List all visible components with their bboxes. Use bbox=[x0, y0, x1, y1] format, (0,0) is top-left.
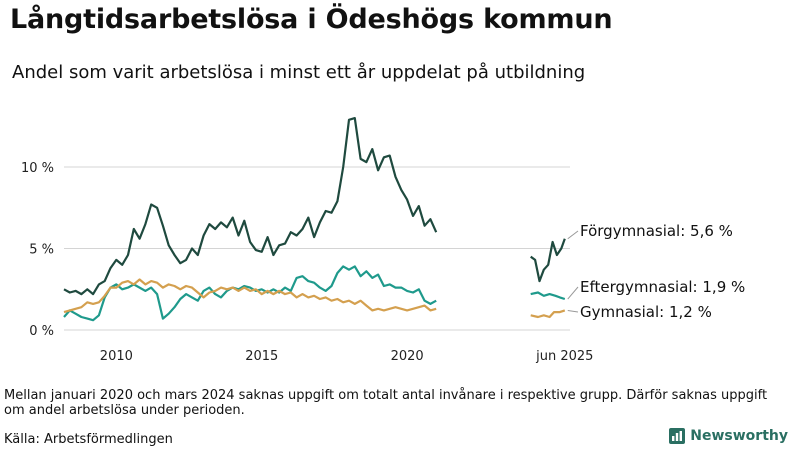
series-line-gymnasial-0 bbox=[63, 278, 437, 314]
x-tick-label: 2015 bbox=[245, 349, 278, 364]
series-line-eftergymnasial-0 bbox=[63, 265, 437, 322]
grid-lines bbox=[64, 166, 570, 331]
series-lines bbox=[63, 117, 566, 322]
x-tick-label: jun 2025 bbox=[535, 349, 593, 364]
y-tick-label: 0 % bbox=[29, 324, 54, 339]
series-line-f-rgymnasial-1 bbox=[530, 238, 566, 283]
series-end-label: Eftergymnasial: 1,9 % bbox=[580, 278, 745, 296]
series-end-labels: Förgymnasial: 5,6 % Eftergymnasial: 1,9 %… bbox=[567, 222, 745, 321]
x-axis-ticks: 2010 2015 2020 jun 2025 bbox=[100, 349, 594, 364]
series-line-eftergymnasial-1 bbox=[530, 291, 566, 301]
line-chart: 0 % 5 % 10 % 2010 2015 2020 jun 2025 Förgymna… bbox=[21, 117, 745, 364]
series-line-f-rgymnasial-0 bbox=[63, 117, 438, 296]
chart-subtitle: Andel som varit arbetslösa i minst ett å… bbox=[12, 62, 586, 83]
y-tick-label: 5 % bbox=[29, 243, 54, 258]
y-tick-label: 10 % bbox=[21, 161, 54, 176]
series-end-label: Gymnasial: 1,2 % bbox=[580, 303, 712, 321]
brand-name: Newsworthy bbox=[690, 428, 788, 444]
source-text: Källa: Arbetsförmedlingen bbox=[4, 432, 173, 447]
brand-logo: Newsworthy bbox=[669, 428, 788, 444]
label-connector bbox=[567, 309, 579, 313]
bar-chart-logo-icon bbox=[669, 428, 686, 444]
label-connector bbox=[567, 286, 579, 300]
y-axis-ticks: 0 % 5 % 10 % bbox=[21, 161, 54, 339]
series-end-label: Förgymnasial: 5,6 % bbox=[580, 222, 733, 240]
label-connector bbox=[567, 230, 579, 240]
x-tick-label: 2020 bbox=[391, 349, 424, 364]
x-tick-label: 2010 bbox=[100, 349, 133, 364]
chart-title: Långtidsarbetslösa i Ödeshögs kommun bbox=[10, 4, 613, 35]
series-line-gymnasial-1 bbox=[530, 309, 566, 319]
footnote: Mellan januari 2020 och mars 2024 saknas… bbox=[4, 388, 768, 418]
